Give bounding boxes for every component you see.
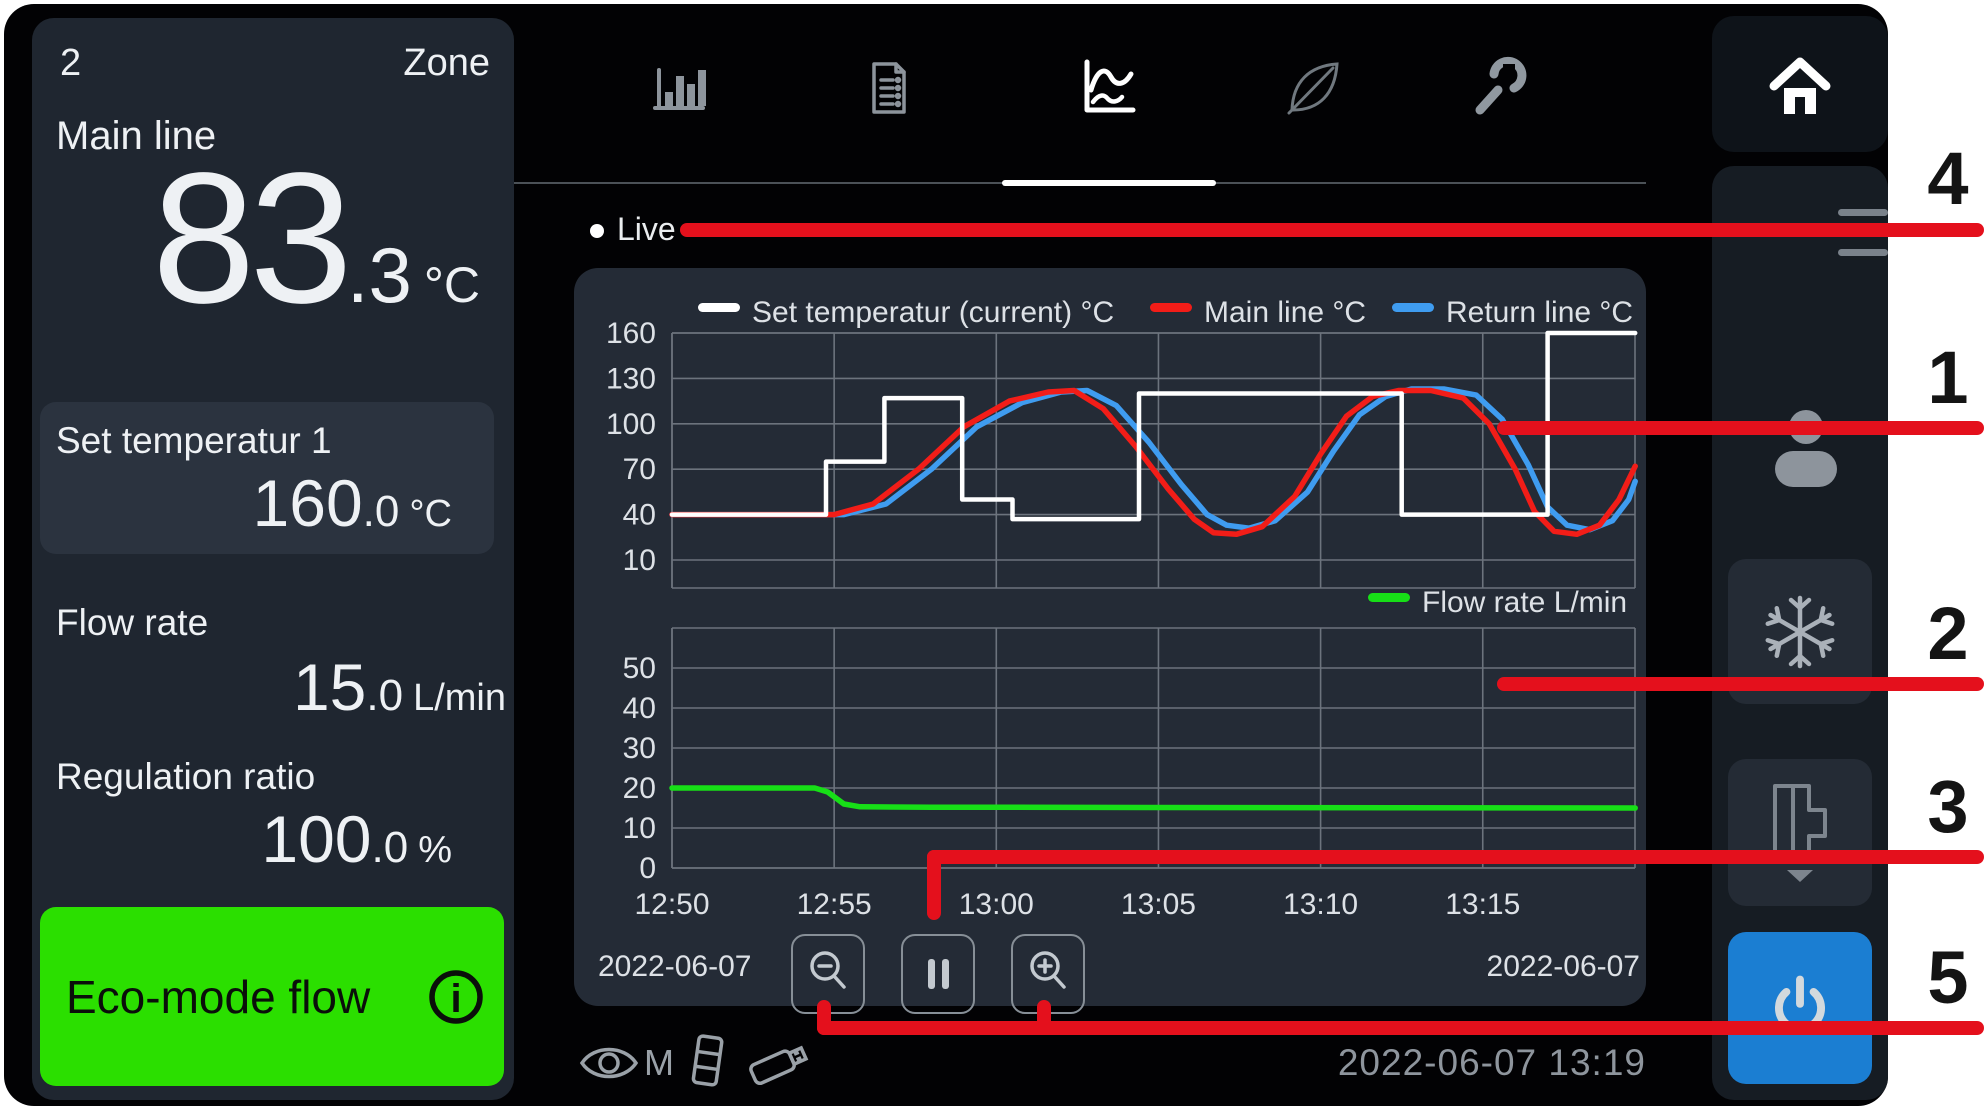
main-line-value-decimal: .3 xyxy=(346,231,412,319)
callout-number-3: 3 xyxy=(1927,765,1969,848)
monitoring-mode-letter: M xyxy=(644,1042,674,1083)
flow-rate-unit: L/min xyxy=(413,677,506,719)
device-screen: 2 Zone Main line 83 .3 °C Set temperatur… xyxy=(4,4,1888,1106)
pause-icon xyxy=(928,959,949,989)
live-dot xyxy=(590,224,604,238)
report-icon xyxy=(872,62,906,114)
power-button[interactable] xyxy=(1728,932,1872,1084)
info-icon[interactable]: i xyxy=(426,967,486,1027)
set-temperature-label: Set temperatur 1 xyxy=(56,420,332,461)
set-temperature-value-int: 160 xyxy=(252,466,363,540)
zoom-in-icon xyxy=(1030,951,1066,989)
callout-line-5-connector-left xyxy=(817,1000,831,1035)
set-temperature-unit: °C xyxy=(409,493,452,535)
callout-line-2 xyxy=(1497,677,1984,691)
callout-number-2: 2 xyxy=(1927,592,1969,675)
regulation-ratio-label: Regulation ratio xyxy=(56,756,316,797)
main-line-unit: °C xyxy=(423,257,480,313)
regulation-ratio-value-decimal: .0 xyxy=(371,823,409,872)
snowflake-icon xyxy=(1765,595,1835,668)
callout-number-1: 1 xyxy=(1927,336,1969,419)
zoom-out-icon xyxy=(810,951,846,989)
flow-rate-label: Flow rate xyxy=(56,602,209,643)
home-icon xyxy=(1769,57,1831,114)
set-temperature-card[interactable]: Set temperatur 1 160 .0 °C xyxy=(40,402,494,554)
callout-line-3-connector xyxy=(927,850,941,920)
sidebar xyxy=(1712,166,1888,1100)
eco-mode-flow-label: Eco-mode flow xyxy=(66,970,371,1023)
chart-pause-button[interactable] xyxy=(901,934,975,1014)
tab-eco[interactable] xyxy=(1276,50,1352,126)
live-label: Live xyxy=(617,211,676,247)
flow-rate-value: 15 .0 L/min xyxy=(293,654,506,720)
regulation-ratio-unit: % xyxy=(418,829,452,871)
sidebar-user-button[interactable] xyxy=(1712,398,1888,518)
eco-mode-flow-button[interactable]: Eco-mode flow i xyxy=(40,907,504,1086)
callout-number-4: 4 xyxy=(1927,137,1969,220)
user-icon xyxy=(1775,410,1837,487)
home-button[interactable] xyxy=(1712,16,1888,152)
flow-rate-value-decimal: .0 xyxy=(366,671,404,720)
service-wrench-icon xyxy=(1475,56,1527,115)
flow-rate-value-int: 15 xyxy=(292,650,367,724)
svg-text:i: i xyxy=(450,977,461,1021)
tab-trend-curves[interactable] xyxy=(1071,50,1147,126)
callout-number-5: 5 xyxy=(1927,936,1969,1019)
callout-line-3 xyxy=(927,850,1984,864)
callout-line-4 xyxy=(680,223,1984,237)
cassette-icon xyxy=(691,1034,724,1087)
regulation-ratio-value-int: 100 xyxy=(261,802,372,876)
tab-service[interactable] xyxy=(1456,50,1532,126)
status-datetime: 2022-06-07 13:19 xyxy=(1337,1042,1646,1083)
eco-leaf-icon xyxy=(1287,62,1339,115)
zone-label: Zone xyxy=(403,42,490,84)
callout-line-5-connector-right xyxy=(1037,1000,1051,1035)
monitoring-eye-icon xyxy=(579,1047,639,1079)
active-tab-marker xyxy=(1002,180,1216,186)
zone-panel: 2 Zone Main line 83 .3 °C Set temperatur… xyxy=(32,18,514,1100)
main-line-value-int: 83 xyxy=(151,135,353,342)
power-icon xyxy=(1775,975,1825,1033)
regulation-ratio-value: 100 .0 % xyxy=(261,806,452,872)
set-temperature-value-decimal: .0 xyxy=(362,487,400,536)
callout-line-5 xyxy=(817,1021,1984,1035)
callout-line-1 xyxy=(1497,421,1984,435)
main-line-value: 83 .3 °C xyxy=(152,146,480,332)
main-line-label: Main line xyxy=(56,114,217,158)
chart-panel xyxy=(574,268,1646,1006)
chart-zoom-out-button[interactable] xyxy=(791,934,865,1014)
mold-icon xyxy=(1773,783,1827,882)
bar-chart-icon xyxy=(653,68,706,110)
usb-icon xyxy=(749,1045,809,1086)
tab-report[interactable] xyxy=(851,50,927,126)
mold-button[interactable] xyxy=(1728,759,1872,906)
set-temperature-value: 160 .0 °C xyxy=(253,470,452,536)
zone-number: 2 xyxy=(60,42,82,84)
trend-curves-icon xyxy=(1084,59,1136,113)
tab-statistics[interactable] xyxy=(641,50,717,126)
